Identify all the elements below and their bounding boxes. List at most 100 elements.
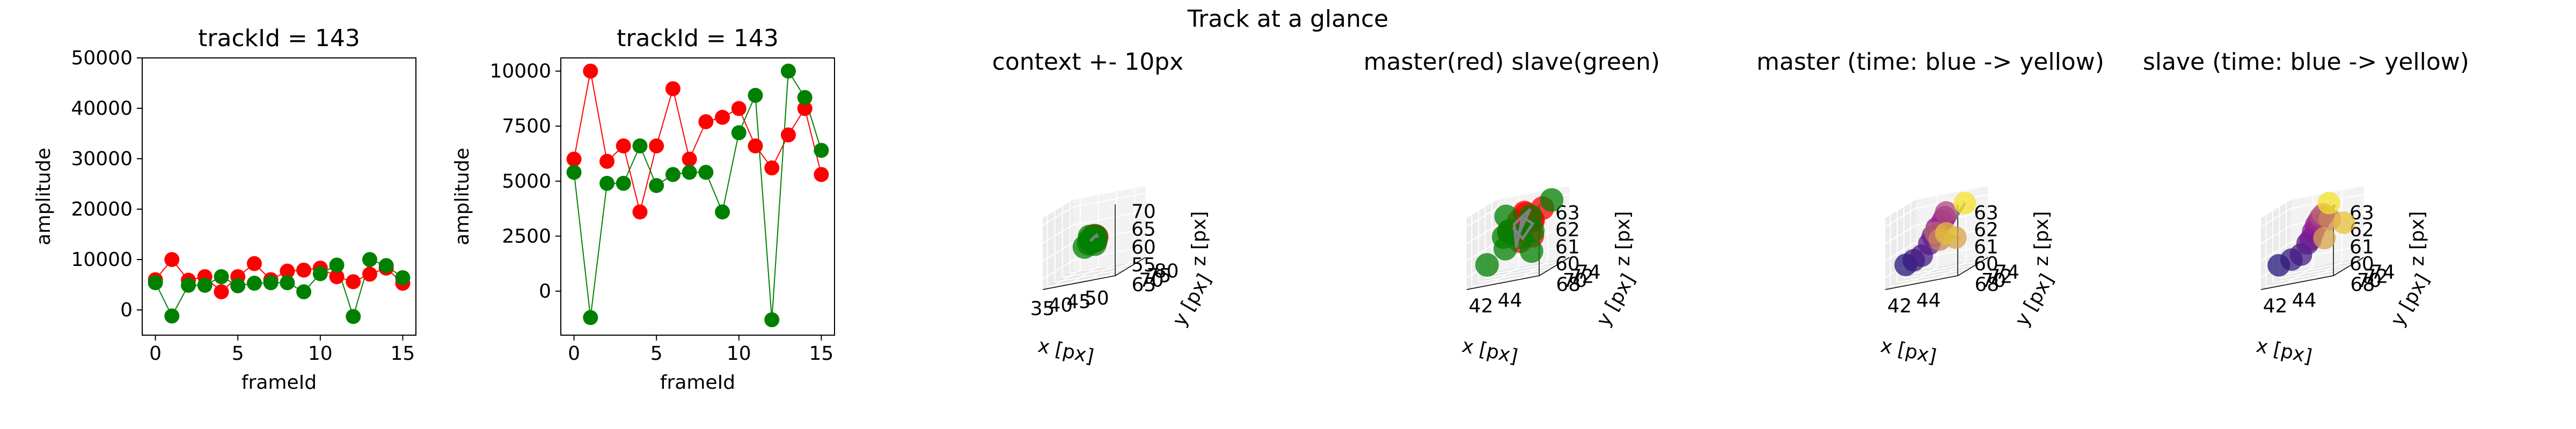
grid-line bbox=[2279, 264, 2352, 279]
y-tick-label: 0 bbox=[120, 299, 133, 321]
floor-pane bbox=[1467, 257, 1570, 290]
data-point-master bbox=[649, 138, 664, 154]
y-axis-label: amplitude bbox=[451, 148, 473, 246]
axis-line bbox=[1957, 257, 1988, 276]
grid-line bbox=[1073, 210, 1146, 226]
data-point-slave bbox=[346, 309, 361, 324]
grid-line bbox=[1070, 258, 1143, 274]
x-axis-label: x [px] bbox=[1036, 335, 1096, 368]
grid-line bbox=[1042, 224, 1073, 244]
grid-line bbox=[1073, 193, 1146, 208]
grid-line bbox=[1062, 263, 1135, 278]
y-tick-label: 70 bbox=[1139, 270, 1164, 292]
axis-line bbox=[1885, 275, 1958, 290]
track-line bbox=[1512, 208, 1535, 248]
time-colored-point bbox=[1935, 222, 1958, 245]
slave-point bbox=[1540, 188, 1564, 212]
data-point-slave bbox=[632, 138, 648, 154]
y-tick-label: 72 bbox=[2363, 265, 2388, 287]
grid-line bbox=[1042, 206, 1073, 226]
data-point-slave bbox=[715, 204, 730, 220]
data-point-master bbox=[296, 262, 312, 278]
y-tick-label: 70 bbox=[2357, 270, 2382, 292]
data-point-slave bbox=[164, 308, 180, 324]
data-point-slave bbox=[378, 258, 394, 273]
grid-line bbox=[2286, 260, 2359, 275]
x-axis-label: x [px] bbox=[2255, 335, 2314, 368]
data-point-slave bbox=[682, 165, 697, 180]
x-tick-label: 42 bbox=[1469, 295, 1494, 317]
data-point-master bbox=[748, 138, 763, 154]
x-axis-label: frameId bbox=[660, 372, 735, 394]
data-point-master bbox=[715, 109, 730, 125]
amplitude-plot-zoomed: 0 5 10 15 0 2500 5000 7500 10000 trackId = 143 fra… bbox=[451, 25, 835, 394]
x-tick-label: 42 bbox=[1887, 295, 1912, 317]
data-point-slave bbox=[731, 125, 747, 140]
data-point-master bbox=[566, 151, 582, 167]
data-point-master bbox=[764, 160, 780, 176]
data-point-master bbox=[797, 101, 813, 116]
grid-line bbox=[1491, 260, 1565, 275]
axis-line bbox=[2333, 257, 2364, 276]
y-tick-label: 50000 bbox=[71, 47, 133, 69]
x-tick-label: 50 bbox=[1085, 287, 1109, 309]
y-tick-label: 65 bbox=[1131, 274, 1156, 296]
slave-point bbox=[1491, 225, 1516, 249]
x-tick-label: 40 bbox=[1048, 294, 1073, 316]
axis-line bbox=[1042, 275, 1116, 290]
data-point-slave bbox=[665, 167, 680, 182]
z-axis-label: z [px] bbox=[1188, 211, 1210, 267]
grid-line bbox=[1904, 264, 1977, 279]
y-tick-label: 74 bbox=[2370, 262, 2395, 284]
track-line bbox=[1089, 233, 1099, 242]
data-point-master bbox=[780, 127, 796, 143]
x-tick-label: 0 bbox=[149, 343, 162, 365]
z-axis-label: z [px] bbox=[1612, 211, 1634, 267]
plot-title: trackId = 143 bbox=[198, 25, 360, 52]
y-tick-label: 68 bbox=[2350, 274, 2375, 296]
x-tick-label: 15 bbox=[391, 343, 415, 365]
data-point-slave bbox=[280, 275, 295, 291]
data-point-slave bbox=[764, 312, 780, 328]
data-point-slave bbox=[197, 277, 213, 293]
x-axis-label: x [px] bbox=[1879, 335, 1938, 368]
grid-line bbox=[1047, 272, 1120, 287]
grid-line bbox=[2266, 272, 2339, 287]
grid-line bbox=[1885, 208, 1916, 227]
data-point-slave bbox=[296, 284, 312, 300]
series-line-slave bbox=[155, 258, 404, 319]
series-line-master bbox=[573, 71, 822, 212]
amplitude-plot-full: 0 5 10 15 0 10000 20000 30000 40000 50000 trackId … bbox=[33, 25, 416, 394]
data-point-master bbox=[214, 284, 229, 300]
z-tick-label: 60 bbox=[1131, 236, 1156, 258]
x-tick-label: 15 bbox=[809, 343, 834, 365]
floor-pane bbox=[2261, 257, 2364, 290]
data-point-master bbox=[329, 269, 345, 284]
plot-title: context +- 10px bbox=[992, 48, 1184, 76]
y-tick-label: 10000 bbox=[71, 249, 133, 271]
y-tick-label: 70 bbox=[1981, 270, 2006, 292]
grid-line bbox=[1885, 242, 1916, 261]
z-tick-label: 61 bbox=[1974, 236, 1999, 258]
axes-frame bbox=[142, 57, 416, 336]
data-point-slave bbox=[246, 276, 262, 291]
slave-point bbox=[1078, 228, 1102, 252]
z-tick-label: 55 bbox=[1131, 254, 1156, 276]
data-point-slave bbox=[583, 310, 598, 326]
x-tick-label: 45 bbox=[1066, 291, 1091, 313]
y-tick-label: 68 bbox=[1556, 274, 1580, 296]
z-axis-label: z [px] bbox=[2031, 211, 2053, 267]
slave-point bbox=[1519, 239, 1543, 263]
y-axis-label: amplitude bbox=[33, 148, 55, 246]
grid-line bbox=[1042, 260, 1073, 279]
y-tick-label: 72 bbox=[1988, 265, 2012, 287]
z-tick-label: 61 bbox=[2350, 236, 2374, 258]
data-point-slave bbox=[780, 63, 796, 79]
y-tick-label: 70 bbox=[1563, 270, 1587, 292]
x-tick-label: 44 bbox=[1498, 290, 1523, 312]
series-line-master bbox=[155, 258, 404, 293]
data-point-slave bbox=[329, 257, 345, 273]
z-tick-label: 61 bbox=[1555, 236, 1580, 258]
